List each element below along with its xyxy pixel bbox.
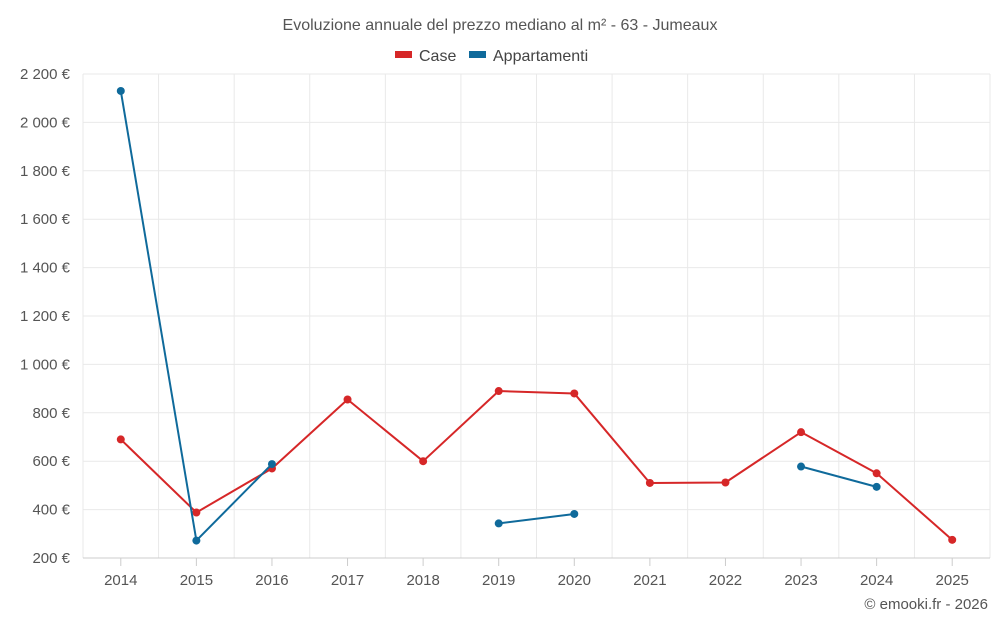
- data-point[interactable]: [116, 435, 125, 444]
- data-point[interactable]: [570, 389, 579, 398]
- data-point[interactable]: [494, 387, 503, 396]
- x-tick-label: 2020: [558, 572, 591, 589]
- y-tick-label: 1 200 €: [20, 308, 71, 325]
- series-line: [498, 512, 575, 525]
- y-tick-label: 800 €: [32, 405, 70, 422]
- x-tick-label: 2023: [784, 572, 817, 589]
- x-tick-label: 2014: [104, 572, 137, 589]
- credit-text: © emooki.fr - 2026: [864, 596, 988, 613]
- x-tick-label: 2016: [255, 572, 288, 589]
- data-point[interactable]: [872, 482, 881, 491]
- legend-swatch: [395, 51, 412, 58]
- data-point[interactable]: [948, 535, 957, 544]
- x-tick-label: 2022: [709, 572, 742, 589]
- y-tick-label: 2 200 €: [20, 66, 71, 83]
- legend-label: Case: [419, 48, 456, 65]
- legend: Case Appartamenti: [395, 48, 588, 65]
- series-line: [800, 465, 877, 488]
- y-tick-label: 400 €: [32, 502, 70, 519]
- y-tick-label: 200 €: [32, 550, 70, 567]
- x-tick-label: 2017: [331, 572, 364, 589]
- x-tick-label: 2021: [633, 572, 666, 589]
- data-point[interactable]: [192, 508, 201, 517]
- data-point[interactable]: [343, 395, 352, 404]
- data-point[interactable]: [494, 519, 503, 528]
- series-appartamenti: [116, 86, 881, 545]
- x-tick-label: 2019: [482, 572, 515, 589]
- x-tick-label: 2018: [406, 572, 439, 589]
- data-point[interactable]: [797, 428, 806, 437]
- series-layer: [116, 86, 957, 545]
- legend-item-case[interactable]: Case: [395, 48, 456, 65]
- data-point[interactable]: [645, 478, 654, 487]
- x-tick-label: 2015: [180, 572, 213, 589]
- x-tick-label: 2024: [860, 572, 893, 589]
- data-point[interactable]: [419, 457, 428, 466]
- data-point[interactable]: [192, 536, 201, 545]
- y-tick-label: 1 400 €: [20, 260, 71, 277]
- data-point[interactable]: [872, 469, 881, 478]
- y-axis: 200 € 400 € 600 € 800 € 1 000 € 1 200 € 1 400 …: [20, 66, 71, 567]
- y-tick-label: 600 €: [32, 453, 70, 470]
- data-point[interactable]: [721, 478, 730, 487]
- chart-title: Evoluzione annuale del prezzo mediano al…: [283, 17, 718, 34]
- legend-label: Appartamenti: [493, 48, 588, 65]
- data-point[interactable]: [570, 509, 579, 518]
- x-tick-label: 2025: [936, 572, 969, 589]
- legend-swatch: [469, 51, 486, 58]
- gridlines: [82, 73, 991, 558]
- data-point[interactable]: [267, 460, 276, 469]
- y-tick-label: 1 600 €: [20, 211, 71, 228]
- data-point[interactable]: [797, 462, 806, 471]
- y-tick-label: 1 000 €: [20, 356, 71, 373]
- legend-item-appartamenti[interactable]: Appartamenti: [469, 48, 588, 65]
- x-axis: 2014 2015 2016 2017 2018 2019 2020 2021 2022 2023…: [83, 557, 990, 589]
- data-point[interactable]: [116, 86, 125, 95]
- y-tick-label: 1 800 €: [20, 163, 71, 180]
- y-tick-label: 2 000 €: [20, 114, 71, 131]
